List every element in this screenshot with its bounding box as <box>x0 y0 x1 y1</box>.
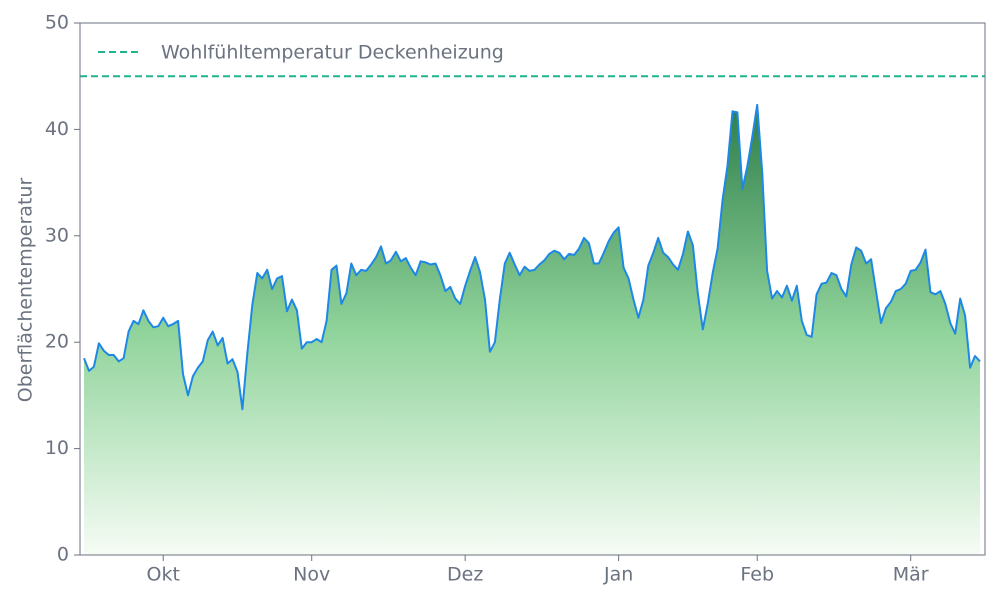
y-tick-label: 20 <box>45 331 69 353</box>
y-tick-label: 40 <box>45 118 69 140</box>
x-tick-label: Jan <box>603 564 633 586</box>
area <box>84 104 980 556</box>
y-tick-label: 50 <box>45 12 69 34</box>
x-tick-label: Mär <box>893 564 929 586</box>
x-tick-label: Dez <box>447 564 483 586</box>
plot-frame <box>79 22 986 556</box>
y-tick-label: 30 <box>45 224 69 246</box>
x-tick-label: Nov <box>293 564 330 586</box>
x-tick-label: Okt <box>146 564 179 586</box>
line <box>83 103 981 411</box>
y-axis-label: Oberflächentemperatur <box>15 178 37 403</box>
x-tick-label: Feb <box>740 564 774 586</box>
legend-label: Wohlfühltemperatur Deckenheizung <box>161 42 504 64</box>
y-tick-label: 10 <box>45 437 69 459</box>
y-tick-label: 0 <box>57 544 69 566</box>
